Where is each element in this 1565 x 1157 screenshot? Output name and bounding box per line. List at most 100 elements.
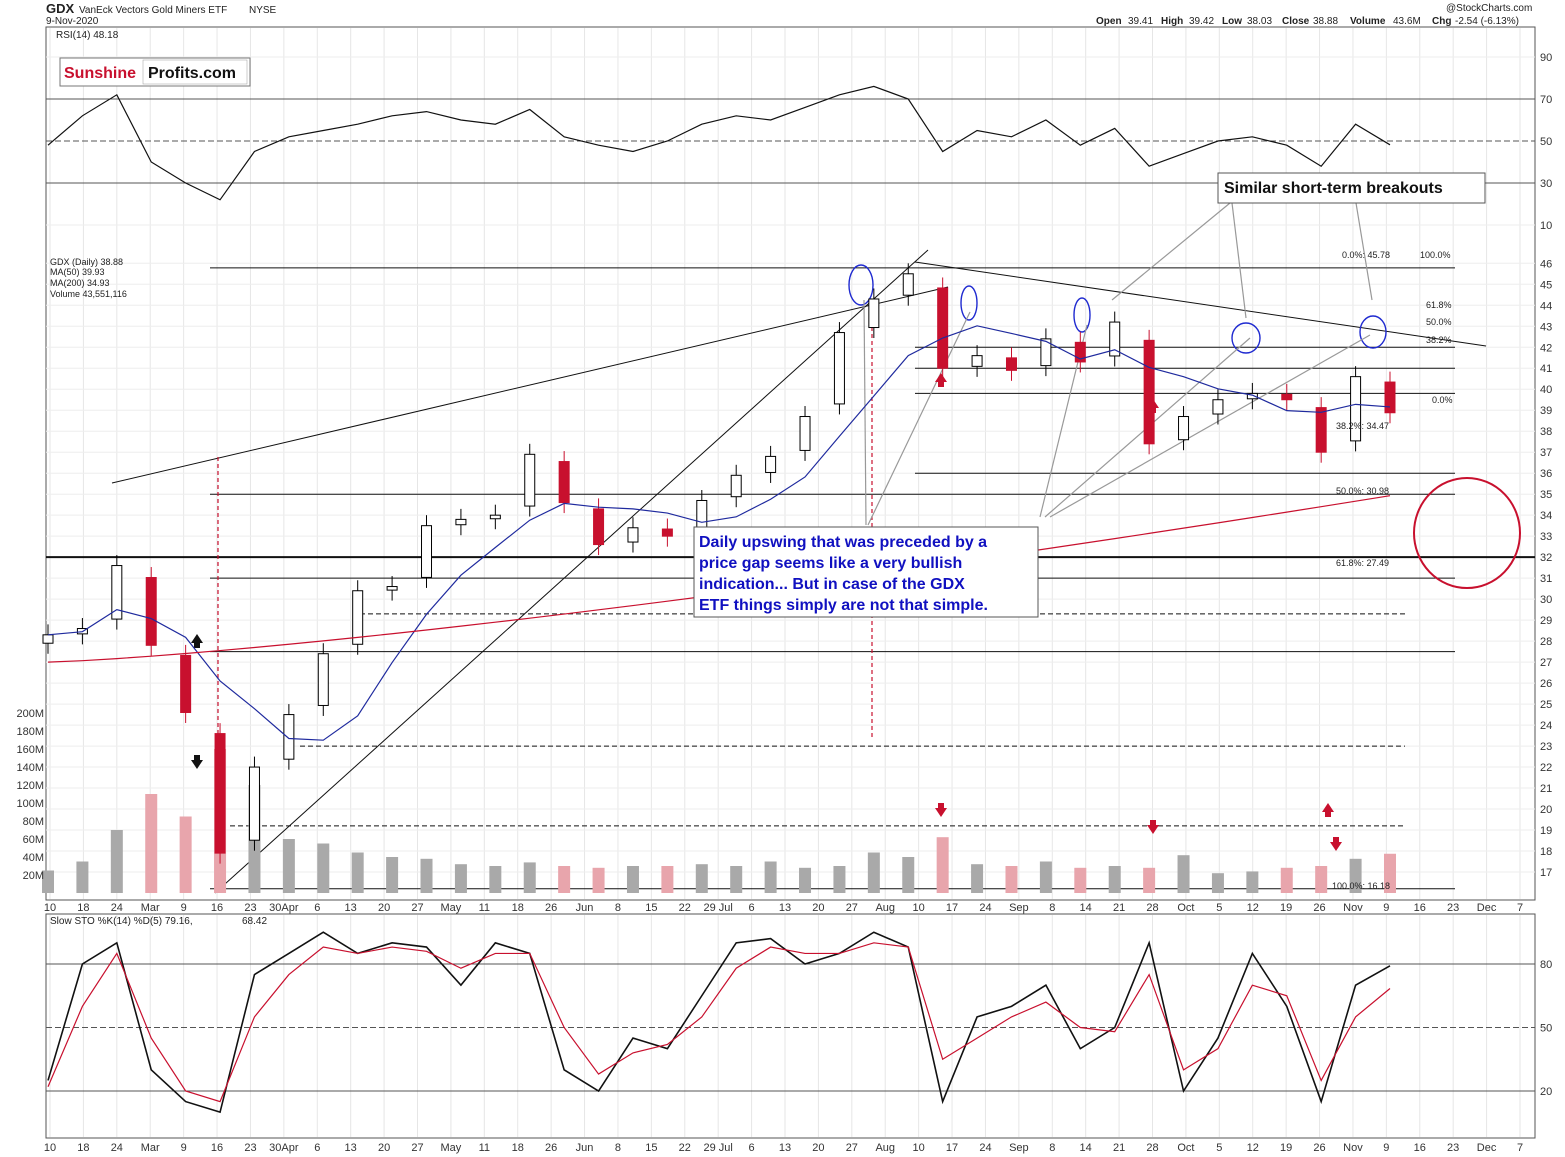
price-tick-label: 27 [1540, 657, 1552, 669]
candle-body [833, 332, 845, 405]
x-tick-label: Jun [576, 902, 594, 914]
x-tick-label-lower: 15 [645, 1142, 657, 1154]
x-tick-label: 9 [181, 902, 187, 914]
volume-bar [386, 857, 399, 893]
close-value: 38.88 [1313, 16, 1338, 27]
volume-bar [1280, 867, 1293, 893]
callout-pointer [1355, 202, 1373, 301]
candle-body [1178, 416, 1190, 441]
x-tick-label-lower: 6 [749, 1142, 755, 1154]
x-tick-label: 21 [1113, 902, 1125, 914]
ma50-line [47, 325, 1391, 741]
rsi-tick-label: 70 [1540, 94, 1552, 106]
x-tick-label: 18 [77, 902, 89, 914]
candle-body [352, 590, 364, 645]
x-tick-label-lower: 26 [545, 1142, 557, 1154]
x-tick-label-lower: 18 [77, 1142, 89, 1154]
x-tick-label: 23 [1447, 902, 1459, 914]
x-tick-label-lower: 10 [913, 1142, 925, 1154]
x-tick-label: 8 [615, 902, 621, 914]
price-tick-label: 39 [1540, 405, 1552, 417]
volume-bar [592, 867, 605, 893]
x-tick-label-lower: 20 [812, 1142, 824, 1154]
x-tick-label: May [441, 902, 462, 914]
candle-body [317, 653, 329, 706]
candle-body [730, 474, 742, 498]
upswing-line-2: price gap seems like a very bullish [699, 555, 962, 572]
x-tick-label: 9 [1383, 902, 1389, 914]
x-tick-label-lower: 21 [1113, 1142, 1125, 1154]
x-tick-label: 24 [111, 902, 123, 914]
volume-tick-label: 60M [23, 834, 44, 846]
volume-bar [76, 861, 89, 893]
volume-bar [1246, 871, 1259, 893]
x-tick-label-lower: 11 [479, 1142, 490, 1154]
x-tick-label-lower: 19 [1280, 1142, 1292, 1154]
x-tick-label-lower: 24 [979, 1142, 991, 1154]
upswing-line-3: indication... But in case of the GDX [699, 576, 965, 593]
volume-bar [558, 866, 571, 893]
x-tick-label: 30Apr [269, 902, 299, 914]
candle-body [1350, 376, 1362, 442]
candle-body [971, 355, 983, 367]
volume-bar [523, 862, 536, 893]
candle-body [1281, 393, 1293, 401]
x-tick-label: 6 [314, 902, 320, 914]
fib-labels: 0.0%: 45.78 100.0% 61.8% 50.0% 38.2% 0.0… [1332, 250, 1453, 891]
rsi-tick-label: 50 [1540, 136, 1552, 148]
volume-tick-label: 40M [23, 852, 44, 864]
volume-bar [764, 861, 777, 893]
fib-l382: 38.2%: 34.47 [1336, 421, 1389, 431]
volume-tick-label: 160M [16, 744, 44, 756]
sto-tick-label: 20 [1540, 1086, 1552, 1098]
x-tick-label-lower: 26 [1313, 1142, 1325, 1154]
candle-body [1040, 338, 1052, 367]
price-tick-label: 43 [1540, 321, 1552, 333]
callout-pointer [863, 299, 867, 526]
trend-line [914, 261, 1487, 347]
x-tick-label: 26 [545, 902, 557, 914]
x-tick-label-lower: 7 [1517, 1142, 1523, 1154]
x-tick-label-lower: 8 [1049, 1142, 1055, 1154]
candle-body [1315, 407, 1327, 453]
breakouts-text: Similar short-term breakouts [1224, 180, 1443, 197]
sto-tick-label: 50 [1540, 1023, 1552, 1035]
x-tick-label-lower: 9 [1383, 1142, 1389, 1154]
up-arrow-icon [191, 634, 203, 648]
volume-bar [1315, 866, 1328, 893]
x-tick-label: 10 [913, 902, 925, 914]
x-tick-label-lower: 14 [1080, 1142, 1092, 1154]
candle-body [421, 525, 433, 578]
sto-d-line [47, 942, 1391, 1103]
price-tick-label: 24 [1540, 720, 1552, 732]
open-label: Open [1096, 16, 1122, 27]
x-tick-label-lower: 10 [44, 1142, 56, 1154]
volume-tick-label: 120M [16, 780, 44, 792]
price-tick-label: 29 [1540, 615, 1552, 627]
x-tick-label: Oct [1177, 902, 1194, 914]
x-tick-label: 23 [244, 902, 256, 914]
volume-tick-label: 80M [23, 816, 44, 828]
price-tick-label: 21 [1540, 783, 1552, 795]
price-tick-label: 20 [1540, 804, 1552, 816]
volume-tick-label: 20M [23, 870, 44, 882]
x-tick-label: 17 [946, 902, 958, 914]
candle-body [1005, 357, 1017, 371]
candle-body [1109, 321, 1121, 357]
x-tick-label: 15 [645, 902, 657, 914]
x-tick-label-lower: Oct [1177, 1142, 1194, 1154]
x-tick-label: Dec [1477, 902, 1497, 914]
candle-body [627, 527, 639, 543]
x-tick-label-lower: Dec [1477, 1142, 1497, 1154]
legend-ma50: MA(50) 39.93 [50, 267, 105, 277]
x-tick-label: 19 [1280, 902, 1292, 914]
volume-bar [1349, 858, 1362, 893]
callout-pointer [1111, 202, 1231, 301]
price-tick-label: 28 [1540, 636, 1552, 648]
sto-label: Slow STO %K(14) %D(5) 79.16, [50, 916, 193, 927]
candle-body [593, 508, 605, 546]
price-tick-label: 26 [1540, 678, 1552, 690]
volume-bar [317, 843, 330, 893]
rsi-tick-label: 10 [1540, 220, 1552, 232]
volume-tick-label: 200M [16, 708, 44, 720]
